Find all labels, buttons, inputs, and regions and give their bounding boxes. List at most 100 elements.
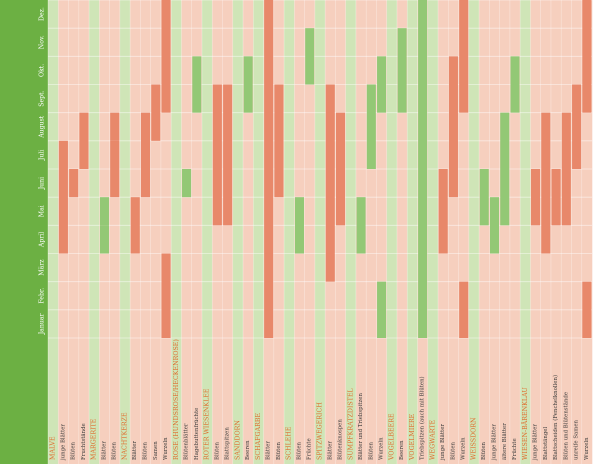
activity-cell bbox=[572, 84, 582, 169]
part-label: Blüten bbox=[71, 441, 77, 460]
plant-label: WIESEN-BÄRENKLAU bbox=[522, 386, 529, 460]
part-column bbox=[561, 0, 572, 464]
month-label: Sept. bbox=[39, 90, 46, 106]
month-label: Nov. bbox=[39, 35, 46, 49]
activity-cell bbox=[161, 0, 171, 113]
part-column bbox=[335, 0, 346, 464]
activity-cell bbox=[110, 169, 120, 198]
activity-cell bbox=[325, 84, 335, 282]
plant-column bbox=[201, 0, 213, 464]
part-column bbox=[191, 0, 203, 464]
activity-cell bbox=[79, 112, 89, 169]
part-column bbox=[78, 0, 90, 464]
part-label: Blätter bbox=[132, 441, 138, 460]
plant-label: VOGELBEERE bbox=[388, 413, 395, 461]
activity-cell bbox=[140, 112, 151, 198]
part-label: Blüten bbox=[450, 441, 456, 460]
activity-cell bbox=[489, 197, 500, 254]
activity-cell bbox=[397, 28, 407, 113]
part-label: unreife Samen bbox=[574, 419, 580, 460]
part-column bbox=[530, 0, 541, 464]
month-label: August bbox=[39, 115, 46, 139]
plant-column bbox=[232, 0, 244, 464]
activity-cell bbox=[58, 140, 68, 254]
activity-cell bbox=[243, 56, 253, 113]
part-label: Fruchtstände bbox=[81, 423, 87, 460]
part-column bbox=[243, 0, 254, 464]
part-column bbox=[304, 0, 316, 464]
part-column bbox=[376, 0, 388, 464]
activity-cell bbox=[377, 281, 387, 338]
activity-cell bbox=[305, 28, 315, 85]
activity-cell bbox=[541, 112, 551, 254]
plant-column bbox=[284, 0, 295, 464]
plant-label: SANDDORN bbox=[234, 420, 241, 460]
plant-column bbox=[345, 0, 357, 464]
activity-cell bbox=[561, 112, 571, 226]
plant-column bbox=[468, 0, 480, 464]
part-column bbox=[181, 0, 192, 464]
part-column bbox=[396, 0, 408, 464]
plant-column bbox=[253, 0, 264, 464]
plant-label: WEGWARTE bbox=[429, 419, 436, 460]
part-label: Beeren bbox=[399, 440, 405, 460]
part-column bbox=[458, 0, 470, 464]
month-label: April bbox=[39, 232, 46, 248]
part-label: Blüten bbox=[112, 441, 118, 460]
part-column bbox=[160, 0, 172, 464]
month-label: Juli bbox=[39, 150, 46, 161]
part-column bbox=[109, 0, 121, 464]
part-label: Wurzeln bbox=[163, 437, 169, 460]
activity-cell bbox=[531, 169, 541, 226]
month-header-bar bbox=[0, 0, 48, 464]
activity-cell bbox=[264, 0, 274, 338]
plant-label: VOGELMIERE bbox=[409, 413, 416, 461]
part-column bbox=[68, 0, 80, 464]
activity-cell bbox=[582, 281, 592, 338]
part-label: Früchte bbox=[512, 438, 518, 460]
plant-label: MALVE bbox=[50, 436, 57, 460]
plant-label: WEISSDORN bbox=[470, 417, 477, 460]
plant-label: NACHTKERZE bbox=[121, 412, 128, 460]
part-label: Beeren bbox=[245, 440, 251, 460]
part-column bbox=[499, 0, 511, 464]
plant-column bbox=[386, 0, 398, 464]
month-label: Dez. bbox=[39, 7, 46, 21]
part-label: junge Blätter bbox=[533, 424, 539, 461]
part-label: Blätter bbox=[266, 441, 272, 460]
month-label: Mai bbox=[39, 205, 46, 217]
part-column bbox=[222, 0, 234, 464]
part-column bbox=[550, 0, 562, 464]
month-label: Januar bbox=[39, 313, 46, 335]
part-column bbox=[366, 0, 377, 464]
part-column bbox=[571, 0, 583, 464]
part-label: Blattspitzen bbox=[225, 427, 231, 460]
part-label: Blätter bbox=[101, 441, 107, 460]
part-column bbox=[140, 0, 151, 464]
part-label: Blätter bbox=[327, 441, 333, 460]
activity-cells bbox=[58, 0, 592, 338]
activity-cell bbox=[510, 56, 520, 113]
activity-cell bbox=[356, 197, 366, 254]
activity-cell bbox=[377, 56, 387, 113]
activity-cell bbox=[459, 281, 469, 338]
plant-column bbox=[89, 0, 100, 464]
part-label: junge Blätter bbox=[440, 424, 446, 461]
part-label: Blüten und Blütenstände bbox=[563, 392, 569, 460]
activity-cell bbox=[223, 84, 233, 226]
activity-cell bbox=[182, 169, 192, 198]
part-label: Blüten bbox=[481, 441, 487, 460]
plant-label: SCHLEHE bbox=[286, 426, 293, 460]
part-label: Blüten bbox=[296, 441, 302, 460]
part-label: Blattscheiden (Fenchelknollen) bbox=[552, 375, 559, 460]
part-label: Blüten bbox=[214, 441, 220, 460]
part-column bbox=[448, 0, 459, 464]
activity-cell bbox=[274, 84, 284, 198]
part-label: Blüten bbox=[368, 441, 374, 460]
part-label: Wurzeln bbox=[379, 437, 385, 460]
activity-cell bbox=[110, 140, 120, 169]
part-column bbox=[479, 0, 490, 464]
part-column bbox=[581, 0, 593, 464]
month-label: Okt. bbox=[39, 64, 46, 77]
